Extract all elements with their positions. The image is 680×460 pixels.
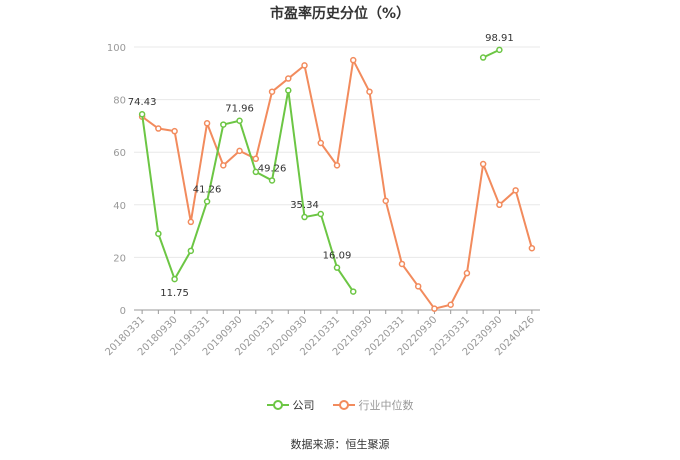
data-point-company	[268, 177, 276, 184]
y-tick-label: 0	[120, 306, 126, 317]
data-label: 41.26	[193, 184, 222, 195]
data-point-industry	[479, 160, 487, 168]
company-legend-icon	[266, 400, 289, 410]
y-tick-label: 100	[107, 43, 126, 54]
data-point-industry	[317, 139, 325, 147]
data-point-industry	[203, 120, 211, 127]
data-label: 35.34	[290, 200, 319, 211]
data-label: 71.96	[225, 104, 254, 115]
data-point-industry	[496, 201, 503, 209]
data-point-industry	[447, 301, 454, 308]
data-point-industry	[171, 127, 178, 135]
data-point-industry	[349, 56, 357, 64]
data-point-industry	[366, 88, 373, 95]
y-tick-label: 40	[113, 201, 126, 212]
data-point-company	[220, 121, 227, 128]
data-label: 74.43	[128, 97, 157, 108]
legend-label-industry: 行业中位数	[358, 399, 414, 412]
data-label: 49.26	[258, 163, 287, 174]
data-point-industry	[398, 260, 406, 268]
data-point-industry	[463, 269, 471, 277]
legend: 公司 行业中位数	[0, 397, 680, 413]
data-point-company	[349, 288, 357, 295]
y-tick-label: 20	[113, 253, 126, 264]
legend-item-industry[interactable]: 行业中位数	[332, 397, 414, 413]
y-tick-label: 80	[113, 96, 126, 107]
data-point-industry	[252, 155, 260, 163]
data-point-industry	[512, 187, 519, 194]
data-label: 16.09	[323, 251, 352, 262]
data-point-company	[187, 247, 195, 255]
data-point-industry	[155, 125, 162, 132]
data-point-company	[479, 54, 487, 61]
data-point-industry	[301, 62, 308, 69]
data-point-company	[496, 46, 503, 54]
chart-title: 市盈率历史分位（%）	[269, 6, 411, 22]
data-label: 11.75	[160, 288, 189, 299]
data-point-company	[333, 264, 341, 271]
data-point-industry	[414, 283, 422, 290]
axes: 0204060801002018033120180930201903312019…	[103, 43, 540, 358]
legend-label-company: 公司	[292, 399, 315, 412]
industry-legend-icon	[332, 400, 355, 410]
grid-lines	[134, 46, 540, 258]
data-point-industry	[187, 218, 195, 226]
data-point-industry	[431, 305, 438, 312]
data-labels: 74.43 11.75 41.26 71.96 49.26 35.34 16.09 98.91	[128, 33, 514, 299]
series-lines	[138, 46, 536, 312]
data-point-company	[203, 198, 211, 205]
data-point-industry	[268, 88, 276, 95]
data-point-company	[171, 275, 178, 283]
data-point-industry	[285, 75, 292, 82]
data-source: 数据来源：恒生聚源	[290, 438, 390, 451]
data-label: 98.91	[485, 33, 514, 44]
data-point-company	[155, 230, 162, 237]
data-point-industry	[236, 147, 243, 155]
data-point-company	[138, 110, 146, 118]
data-point-company	[285, 87, 292, 94]
data-point-industry	[333, 162, 341, 169]
data-point-company	[236, 117, 243, 124]
y-tick-label: 60	[113, 148, 126, 159]
data-point-industry	[220, 162, 227, 169]
data-point-company	[301, 213, 308, 221]
series-line-company	[141, 89, 355, 293]
data-point-industry	[382, 197, 389, 205]
data-point-company	[317, 210, 325, 218]
legend-item-company[interactable]: 公司	[266, 397, 315, 413]
data-point-company	[252, 168, 260, 176]
data-point-industry	[528, 244, 536, 252]
